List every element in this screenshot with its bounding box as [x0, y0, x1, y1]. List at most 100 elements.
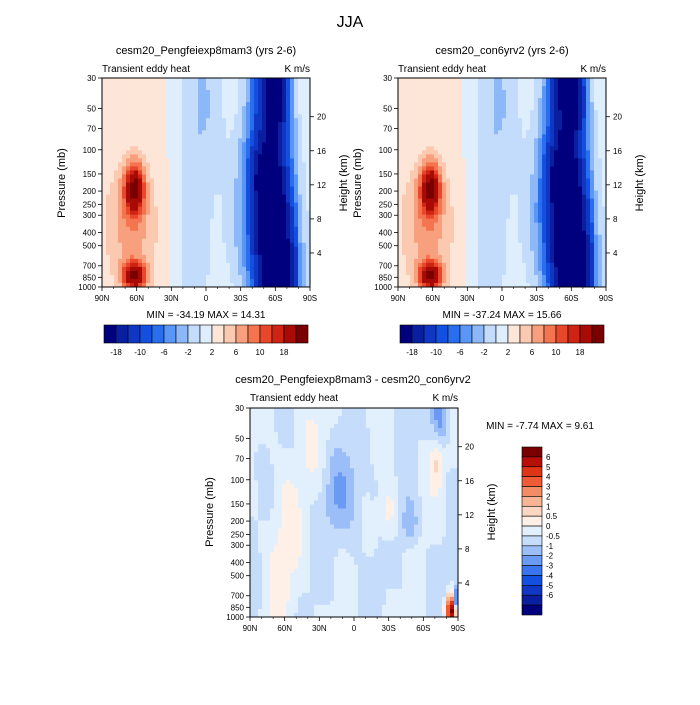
heatmap-cell: [102, 187, 106, 191]
heatmap-cell: [190, 162, 194, 166]
heatmap-cell: [442, 187, 446, 191]
heatmap-cell: [422, 130, 426, 134]
heatmap-cell: [298, 239, 302, 243]
heatmap-cell: [190, 251, 194, 255]
heatmap-cell: [214, 227, 218, 231]
heatmap-cell: [166, 187, 170, 191]
heatmap-cell: [274, 207, 278, 211]
heatmap-cell: [418, 134, 422, 138]
heatmap-cell: [550, 126, 554, 130]
heatmap-cell: [442, 126, 446, 130]
heatmap-cell: [102, 231, 106, 235]
heatmap-cell: [198, 94, 202, 98]
heatmap-cell: [298, 118, 302, 122]
heatmap-cell: [114, 211, 118, 215]
heatmap-cell: [574, 150, 578, 154]
heatmap-cell: [194, 219, 198, 223]
heatmap-cell: [582, 154, 586, 158]
heatmap-cell: [150, 138, 154, 142]
heatmap-cell: [242, 227, 246, 231]
heatmap-cell: [486, 138, 490, 142]
heatmap-cell: [534, 219, 538, 223]
heatmap-cell: [246, 134, 250, 138]
heatmap-cell: [454, 86, 458, 90]
heatmap-cell: [506, 162, 510, 166]
heatmap-cell: [106, 130, 110, 134]
heatmap-cell: [154, 247, 158, 251]
heatmap-cell: [286, 106, 290, 110]
heatmap-cell: [118, 275, 122, 279]
heatmap-cell: [162, 207, 166, 211]
heatmap-cell: [270, 187, 274, 191]
heatmap-cell: [194, 146, 198, 150]
heatmap-cell: [518, 82, 522, 86]
heatmap-cell: [142, 263, 146, 267]
heatmap-cell: [446, 247, 450, 251]
heatmap-cell: [498, 78, 502, 82]
heatmap-cell: [146, 98, 150, 102]
heatmap-cell: [214, 90, 218, 94]
heatmap-cell: [274, 235, 278, 239]
heatmap-cell: [194, 102, 198, 106]
heatmap-cell: [594, 114, 598, 118]
heatmap-cell: [270, 82, 274, 86]
heatmap-cell: [518, 215, 522, 219]
heatmap-cell: [138, 150, 142, 154]
heatmap-cell: [506, 142, 510, 146]
heatmap-cell: [210, 219, 214, 223]
heatmap-cell: [438, 243, 442, 247]
heatmap-cell: [542, 134, 546, 138]
heatmap-cell: [502, 86, 506, 90]
heatmap-cell: [410, 243, 414, 247]
heatmap-cell: [506, 215, 510, 219]
heatmap-cell: [270, 102, 274, 106]
heatmap-cell: [486, 227, 490, 231]
heatmap-cell: [426, 98, 430, 102]
heatmap-cell: [194, 235, 198, 239]
heatmap-cell: [494, 86, 498, 90]
heatmap-cell: [574, 166, 578, 170]
heatmap-cell: [206, 134, 210, 138]
heatmap-cell: [434, 211, 438, 215]
heatmap-cell: [446, 158, 450, 162]
heatmap-cell: [130, 110, 134, 114]
heatmap-cell: [294, 211, 298, 215]
heatmap-cell: [514, 78, 518, 82]
heatmap-cell: [522, 231, 526, 235]
heatmap-cell: [594, 154, 598, 158]
heatmap-cell: [402, 78, 406, 82]
heatmap-cell: [230, 158, 234, 162]
heatmap-cell: [158, 211, 162, 215]
heatmap-cell: [398, 150, 402, 154]
heatmap-cell: [114, 178, 118, 182]
heatmap-cell: [582, 130, 586, 134]
heatmap-cell: [170, 279, 174, 283]
heatmap-cell: [110, 86, 114, 90]
heatmap-cell: [254, 251, 258, 255]
heatmap-cell: [206, 191, 210, 195]
heatmap-cell: [134, 134, 138, 138]
heatmap-cell: [118, 130, 122, 134]
heatmap-cell: [502, 126, 506, 130]
heatmap-cell: [302, 183, 306, 187]
heatmap-cell: [102, 130, 106, 134]
heatmap-cell: [218, 215, 222, 219]
heatmap-cell: [174, 178, 178, 182]
heatmap-cell: [558, 94, 562, 98]
heatmap-cell: [450, 78, 454, 82]
heatmap-cell: [442, 154, 446, 158]
heatmap-cell: [178, 187, 182, 191]
heatmap-cell: [182, 207, 186, 211]
heatmap-cell: [118, 227, 122, 231]
heatmap-cell: [486, 118, 490, 122]
heatmap-cell: [530, 134, 534, 138]
heatmap-cell: [302, 259, 306, 263]
heatmap-cell: [150, 267, 154, 271]
heatmap-cell: [298, 251, 302, 255]
heatmap-cell: [530, 162, 534, 166]
heatmap-cell: [442, 178, 446, 182]
heatmap-cell: [434, 78, 438, 82]
heatmap-cell: [506, 191, 510, 195]
heatmap-cell: [250, 215, 254, 219]
heatmap-cell: [186, 106, 190, 110]
